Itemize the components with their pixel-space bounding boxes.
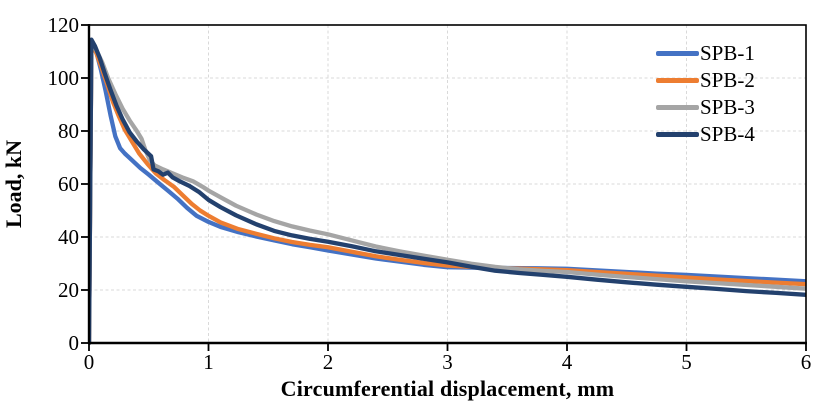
gridlines	[89, 25, 806, 343]
y-tick-label: 60	[58, 172, 79, 196]
x-tick-label: 5	[681, 350, 692, 374]
y-axis-title: Load, kN	[1, 139, 26, 229]
x-tick-label: 2	[322, 350, 334, 374]
x-tick-label: 3	[442, 350, 453, 374]
legend-item: SPB-4	[656, 121, 755, 148]
legend-swatch	[656, 78, 699, 83]
legend-swatch	[656, 132, 699, 137]
x-tick-label: 0	[83, 350, 95, 374]
series-lines	[89, 37, 806, 345]
plot-frame	[81, 24, 807, 351]
legend-item: SPB-3	[656, 94, 755, 121]
legend-swatch	[656, 105, 699, 110]
legend-label: SPB-3	[700, 95, 755, 119]
series-line-SPB-2	[89, 41, 806, 345]
legend-label: SPB-4	[700, 122, 755, 146]
series-line-SPB-3	[89, 41, 806, 345]
legend-item: SPB-2	[656, 67, 755, 94]
y-tick-label: 100	[47, 66, 80, 90]
legend-swatch	[656, 51, 699, 56]
y-tick-label: 120	[47, 13, 80, 37]
series-line-SPB-4	[89, 37, 806, 345]
legend-label: SPB-1	[700, 41, 755, 65]
x-axis-title: Circumferential displacement, mm	[280, 376, 615, 401]
legend-label: SPB-2	[700, 68, 755, 92]
x-tick-label: 1	[203, 350, 214, 374]
y-tick-label: 80	[58, 119, 79, 143]
y-tick-label: 0	[68, 331, 80, 355]
legend: SPB-1 SPB-2 SPB-3 SPB-4	[656, 40, 755, 148]
x-tick-label: 6	[800, 350, 812, 374]
x-tick-label: 4	[561, 350, 573, 374]
legend-item: SPB-1	[656, 40, 755, 67]
y-tick-label: 20	[58, 278, 79, 302]
y-tick-label: 40	[58, 225, 79, 249]
